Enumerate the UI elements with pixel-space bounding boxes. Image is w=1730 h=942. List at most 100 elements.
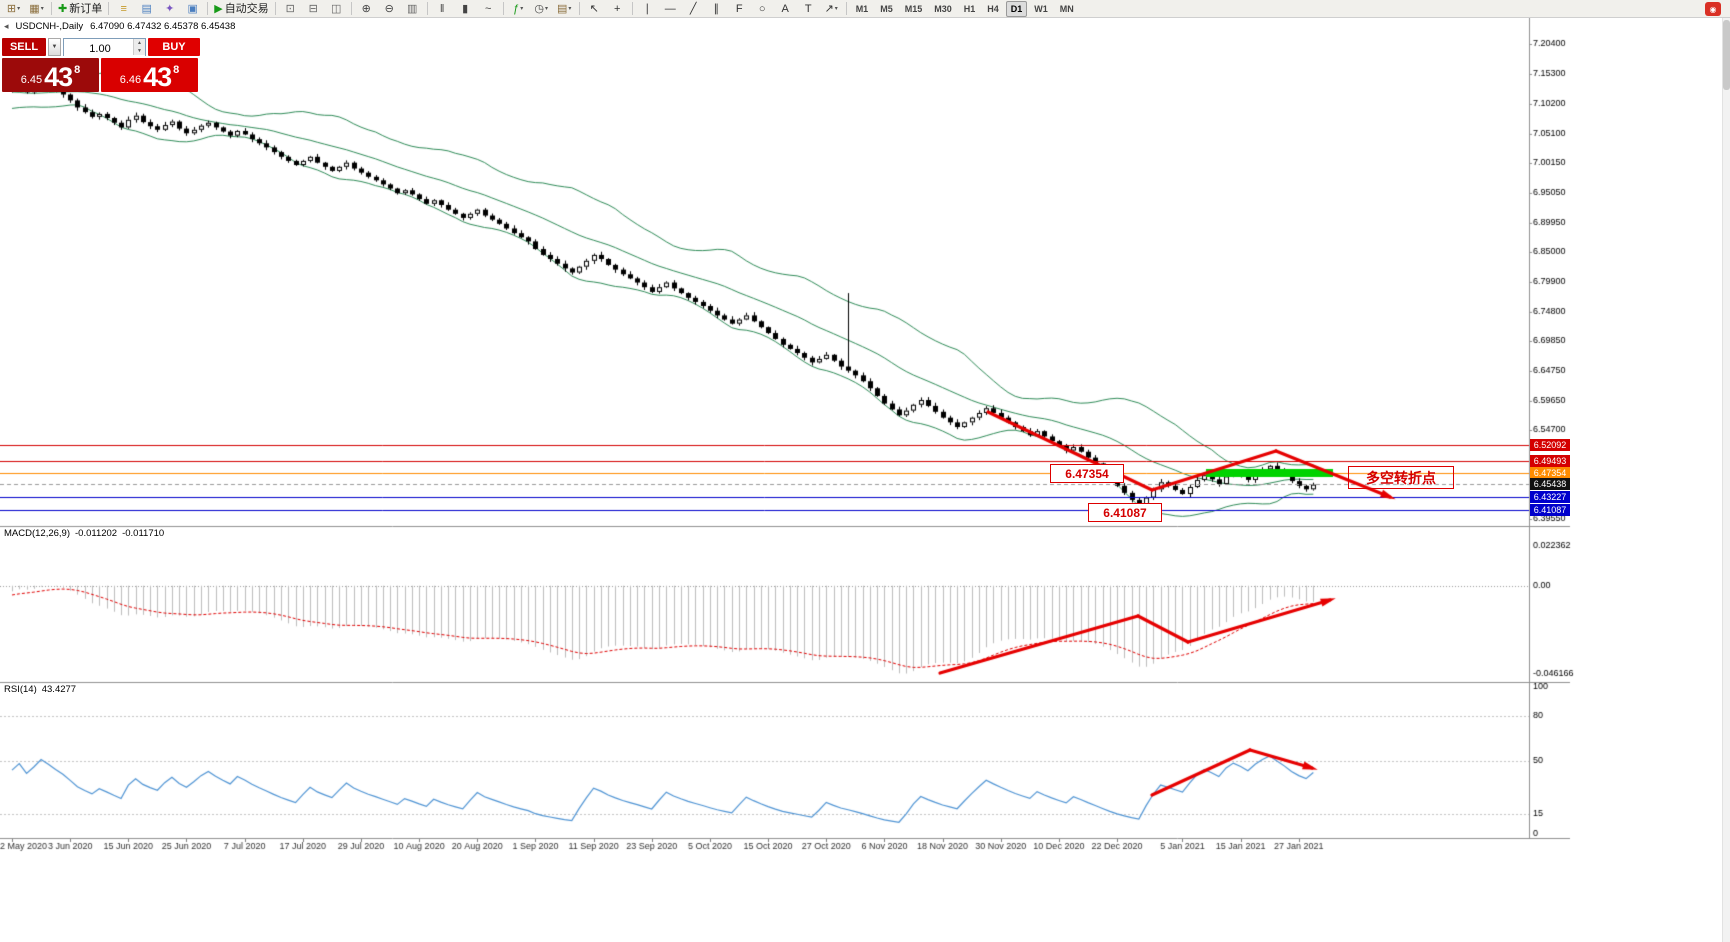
cascade-windows-icon: ⊡ <box>285 2 295 15</box>
text-icon: A <box>781 2 789 15</box>
tile-vertical-icon: ◫ <box>330 2 342 15</box>
sell-price-sup: 8 <box>74 64 81 76</box>
chart-shift-icon: ▥ <box>406 2 418 15</box>
chevron-down-icon: ▼ <box>51 44 58 50</box>
line-chart-icon: ~ <box>484 2 492 15</box>
rsi-label: RSI(14) 43.4277 <box>4 684 76 695</box>
cascade-windows-button[interactable]: ⊡ <box>279 0 302 18</box>
community-icon[interactable]: ◉ <box>1705 2 1721 16</box>
window-scrollbar[interactable] <box>1722 18 1730 942</box>
current-price-tag: 6.45438 <box>1530 478 1570 491</box>
periods-icon: ◷ <box>534 2 544 15</box>
equidistant-channel-button[interactable]: ∥ <box>705 0 728 18</box>
turning-point-annotation[interactable]: 多空转折点 <box>1348 466 1454 489</box>
pivot-price-annotation[interactable]: 6.47354 <box>1050 464 1124 483</box>
new-order-icon: ✚ <box>58 2 68 15</box>
sell-price-big: 43 <box>44 62 73 92</box>
cursor-icon: ↖ <box>589 2 599 15</box>
templates-button[interactable]: ▤ ▾ <box>553 0 576 18</box>
macd-signal-value: -0.011710 <box>122 528 165 539</box>
timeframe-mn-button[interactable]: MN <box>1059 3 1074 14</box>
terminal-button[interactable]: ▣ <box>181 0 204 18</box>
tile-vertical-button[interactable]: ◫ <box>325 0 348 18</box>
rsi-value: 43.4277 <box>41 684 77 695</box>
profiles-button[interactable]: ▦ ▾ <box>25 0 48 18</box>
arrows-button[interactable]: ↗ ▾ <box>820 0 843 18</box>
autotrading-button[interactable]: ▶ 自动交易 <box>211 0 271 18</box>
sell-price-display[interactable]: 6.45 43 8 <box>2 58 99 92</box>
timeframe-h1-button[interactable]: H1 <box>963 3 976 14</box>
tile-horizontal-icon: ⊟ <box>308 2 318 15</box>
timeframe-m5-button[interactable]: M5 <box>880 3 893 14</box>
indicators-button[interactable]: ƒ ▾ <box>507 0 530 18</box>
trendline-icon: ╱ <box>689 2 697 15</box>
fibonacci-button[interactable]: F <box>728 0 751 18</box>
buy-price-display[interactable]: 6.46 43 8 <box>101 58 198 92</box>
timeframe-d1-button[interactable]: D1 <box>1005 0 1028 17</box>
bar-chart-button[interactable]: ‖ <box>431 0 454 18</box>
resistance-tag-upper: 6.52092 <box>1530 439 1570 452</box>
volume-increase-button[interactable]: ▲ <box>134 39 145 47</box>
toolbar-separator <box>502 2 504 15</box>
collapse-icon[interactable]: ◂ <box>4 21 9 31</box>
terminal-icon: ▣ <box>187 2 198 15</box>
support-tag-upper: 6.43227 <box>1530 491 1570 504</box>
candlestick-chart-button[interactable]: ▮ <box>454 0 477 18</box>
navigator-button[interactable]: ✦ <box>158 0 181 18</box>
market-watch-button[interactable]: ≡ <box>112 0 135 18</box>
profiles-icon: ▦ <box>29 2 40 15</box>
cursor-button[interactable]: ↖ <box>583 0 606 18</box>
timeframe-m15-button[interactable]: M15 <box>904 3 923 14</box>
sell-button[interactable]: SELL <box>2 38 46 56</box>
vertical-line-button[interactable]: ∣ <box>636 0 659 18</box>
scrollbar-thumb[interactable] <box>1723 20 1730 90</box>
one-click-trading-panel: SELL ▼ ▲ ▼ BUY 6.45 43 8 6.46 43 8 <box>2 38 200 92</box>
line-chart-button[interactable]: ~ <box>477 0 500 18</box>
zoom-out-button[interactable]: ⊖ <box>378 0 401 18</box>
toolbar-separator <box>350 2 352 15</box>
zoom-in-button[interactable]: ⊕ <box>355 0 378 18</box>
trendline-button[interactable]: ╱ <box>682 0 705 18</box>
buy-price-big: 43 <box>143 62 172 92</box>
chevron-down-icon: ▾ <box>520 5 524 12</box>
timeframe-h4-button[interactable]: H4 <box>987 3 999 14</box>
indicators-icon: ƒ <box>513 2 520 15</box>
horizontal-line-button[interactable]: — <box>659 0 682 18</box>
new-order-button[interactable]: ✚ 新订单 <box>55 0 105 18</box>
toolbar-separator <box>426 2 428 15</box>
macd-label: MACD(12,26,9) -0.011202 -0.011710 <box>4 528 164 539</box>
crosshair-button[interactable]: + <box>606 0 629 18</box>
pivot-tag: 6.47354 <box>1530 467 1570 480</box>
chart-info-line: ◂ USDCNH-,Daily 6.47090 6.47432 6.45378 … <box>4 21 235 32</box>
low-price-annotation[interactable]: 6.41087 <box>1088 503 1162 522</box>
volume-field: ▲ ▼ <box>63 38 146 57</box>
chevron-down-icon: ▾ <box>544 5 548 12</box>
data-window-button[interactable]: ▤ <box>135 0 158 18</box>
shapes-button[interactable]: ○ <box>751 0 774 18</box>
templates-icon: ▤ <box>556 2 568 15</box>
text-label-button[interactable]: T <box>797 0 820 18</box>
volume-decrease-button[interactable]: ▼ <box>134 47 145 55</box>
buy-price-sup: 8 <box>173 64 180 76</box>
toolbar-separator <box>578 2 580 15</box>
buy-button[interactable]: BUY <box>148 38 200 56</box>
navigator-icon: ✦ <box>165 2 175 15</box>
volume-dropdown-button[interactable]: ▼ <box>48 38 61 56</box>
chevron-down-icon: ▾ <box>834 5 838 12</box>
timeframe-m1-button[interactable]: M1 <box>855 3 869 14</box>
periods-button[interactable]: ◷ ▾ <box>530 0 553 18</box>
chevron-down-icon: ▾ <box>568 5 572 12</box>
text-label-icon: T <box>804 2 812 15</box>
timeframe-w1-button[interactable]: W1 <box>1034 3 1048 14</box>
chart-shift-button[interactable]: ▥ <box>401 0 424 18</box>
chevron-down-icon: ▾ <box>40 5 44 12</box>
tile-horizontal-button[interactable]: ⊟ <box>302 0 325 18</box>
autotrading-button-label: 自动交易 <box>224 2 269 15</box>
bar-chart-icon: ‖ <box>439 2 445 15</box>
volume-input[interactable] <box>64 41 145 57</box>
timeframe-m30-button[interactable]: M30 <box>934 3 952 14</box>
text-button[interactable]: A <box>774 0 797 18</box>
new-chart-button[interactable]: ⊞ ▾ <box>2 0 25 18</box>
resistance-tag-lower: 6.49493 <box>1530 454 1570 467</box>
